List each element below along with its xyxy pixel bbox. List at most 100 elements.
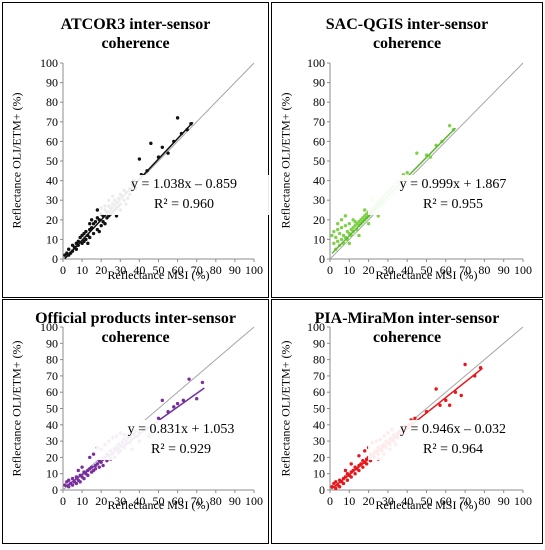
- data-point: [332, 241, 336, 246]
- x-tick-label: 90: [498, 494, 510, 508]
- one-to-one-line: [62, 326, 255, 491]
- x-tick-label: 0: [327, 494, 333, 508]
- r-squared-value: R² = 0.929: [151, 442, 211, 457]
- y-tick-label: 30: [46, 193, 58, 207]
- x-tick-label: 70: [191, 263, 203, 277]
- data-point: [330, 233, 334, 238]
- data-point: [101, 463, 105, 468]
- data-point: [82, 239, 86, 244]
- data-point: [357, 233, 361, 238]
- x-tick-label: 30: [114, 263, 126, 277]
- y-tick-label: 20: [313, 450, 325, 464]
- x-tick-label: 40: [133, 494, 145, 508]
- y-tick-label: 40: [313, 174, 325, 188]
- regression-equation: y = 0.831x + 1.053: [127, 422, 235, 437]
- data-point: [187, 377, 191, 381]
- data-point: [195, 397, 199, 401]
- x-tick-label: 0: [60, 494, 66, 508]
- data-point: [78, 480, 82, 484]
- chart-panel-4: 0 10 20 30 40 50 60 70 80 90 100 0 10 20 30 40 50 60 70 80 9…: [271, 299, 543, 544]
- chart-panel-3: 0 10 20 30 40 50 60 70 80 90 100 0 10 20 30 40 50 60 70 80 9…: [2, 299, 269, 544]
- regression-annotation: y = 1.038x – 0.859 R² = 0.960: [99, 175, 269, 215]
- data-point: [80, 465, 84, 469]
- y-tick-label: 30: [313, 193, 325, 207]
- data-point: [200, 380, 205, 385]
- x-tick-label: 20: [363, 263, 375, 277]
- data-point: [363, 449, 367, 453]
- regression-annotation: y = 0.946x – 0.032 R² = 0.964: [368, 420, 538, 460]
- x-tick-label: 40: [133, 263, 145, 277]
- data-point: [347, 222, 351, 226]
- x-tick-label: 80: [210, 494, 222, 508]
- y-tick-label: 50: [313, 154, 325, 168]
- y-tick-label: 80: [313, 353, 325, 367]
- r-squared-value: R² = 0.960: [154, 197, 214, 212]
- y-tick-label: 80: [313, 95, 325, 109]
- y-tick-label: 10: [46, 232, 58, 246]
- data-point: [434, 387, 438, 391]
- y-tick-label: 50: [46, 402, 58, 416]
- data-point: [341, 481, 346, 486]
- y-tick-label: 90: [313, 76, 325, 90]
- chart-title: PIA-MiraMon inter-sensor coherence: [272, 309, 542, 347]
- data-point: [175, 116, 180, 120]
- y-tick-label: 70: [313, 115, 325, 129]
- x-tick-label: 80: [478, 494, 490, 508]
- data-point: [97, 229, 101, 234]
- x-tick-label: 50: [153, 263, 165, 277]
- x-tick-label: 50: [421, 494, 433, 508]
- y-tick-label: 90: [46, 76, 58, 90]
- y-tick-label: 80: [46, 353, 58, 367]
- data-point: [459, 393, 463, 398]
- x-tick-label: 20: [95, 494, 107, 508]
- chart-title-line-1: SAC-QGIS inter-sensor: [325, 16, 489, 33]
- data-point: [70, 476, 75, 481]
- x-tick-label: 90: [229, 494, 241, 508]
- x-tick-label: 100: [245, 494, 263, 508]
- data-point: [357, 454, 361, 458]
- data-point: [160, 398, 165, 403]
- chart-title: ATCOR3 inter-sensor coherence: [3, 15, 268, 53]
- data-point: [97, 465, 101, 469]
- y-tick-label: 40: [46, 418, 58, 432]
- data-point: [438, 403, 442, 407]
- data-point: [84, 229, 88, 234]
- x-tick-label: 30: [114, 494, 126, 508]
- x-tick-label: 60: [172, 494, 184, 508]
- y-tick-label: 40: [313, 418, 325, 432]
- data-point: [160, 145, 165, 149]
- data-point: [88, 235, 92, 240]
- x-tick-label: 20: [95, 263, 107, 277]
- data-point: [76, 468, 80, 473]
- y-tick-label: 80: [46, 95, 58, 109]
- y-tick-label: 70: [313, 369, 325, 383]
- regression-annotation: y = 0.999x + 1.867 R² = 0.955: [368, 175, 538, 215]
- data-point: [339, 225, 344, 230]
- chart-panel-1: 0 10 20 30 40 50 60 70 80 90 100 0 10 20 30 40 50 60 70 80 9…: [2, 2, 269, 298]
- data-point: [99, 223, 103, 228]
- data-point: [376, 214, 380, 218]
- data-point: [76, 239, 80, 244]
- y-axis-label: Reflectance OLI/ETM+ (%): [278, 339, 293, 477]
- x-tick-label: 30: [382, 494, 394, 508]
- data-point: [357, 468, 361, 473]
- data-point: [337, 231, 342, 236]
- x-tick-label: 100: [514, 494, 532, 508]
- data-point: [166, 151, 170, 155]
- x-tick-label: 70: [459, 263, 471, 277]
- data-point: [103, 222, 107, 226]
- r-squared-value: R² = 0.955: [423, 197, 483, 212]
- chart-title-line-1: Official products inter-sensor: [35, 310, 236, 327]
- data-point: [343, 468, 348, 473]
- data-point: [345, 478, 350, 482]
- data-point: [88, 222, 92, 226]
- y-tick-label: 90: [313, 336, 325, 350]
- data-point: [349, 475, 353, 479]
- y-axis-label: Reflectance OLI/ETM+ (%): [9, 339, 24, 477]
- x-tick-label: 40: [401, 494, 413, 508]
- data-point: [175, 401, 180, 406]
- data-point: [428, 155, 433, 159]
- y-tick-label: 0: [52, 252, 58, 266]
- data-point: [86, 473, 90, 478]
- data-point: [334, 486, 338, 491]
